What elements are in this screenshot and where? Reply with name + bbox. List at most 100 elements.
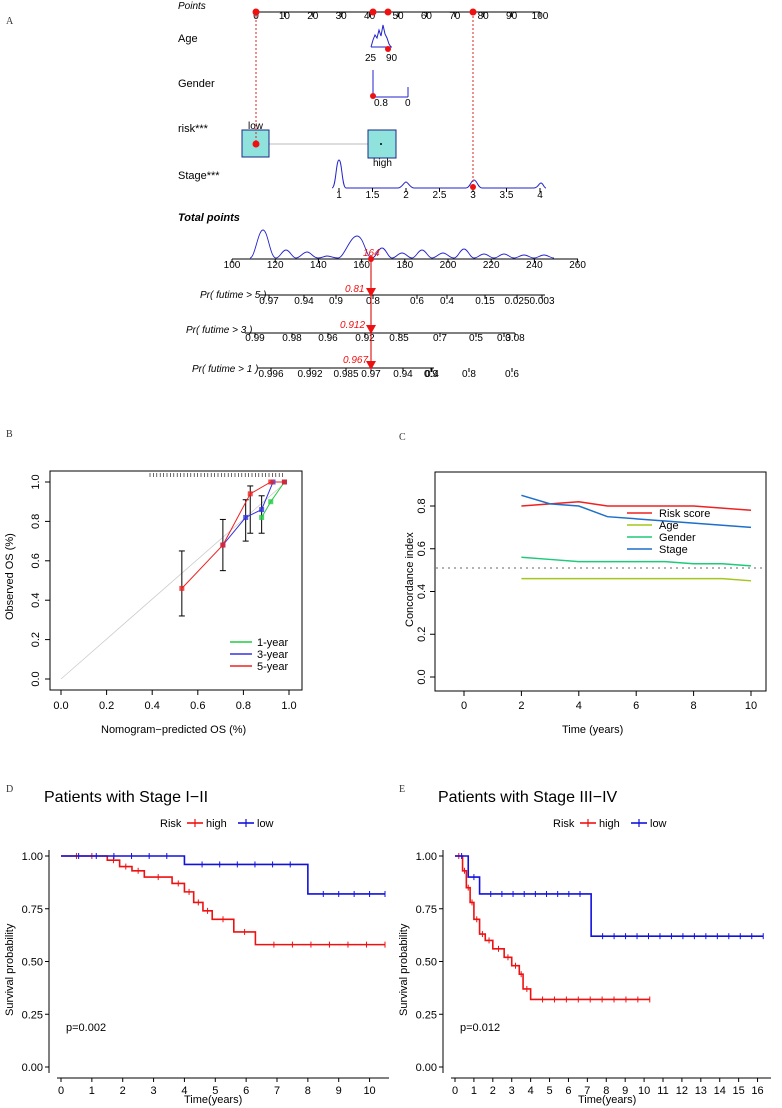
nomogram: Points Age Gender risk*** Stage*** Total… [178, 1, 586, 380]
km-x-tick-label: 5 [546, 1085, 552, 1097]
km-legend-label: high [206, 818, 227, 830]
km-legend-label: low [650, 818, 667, 830]
calibration-line-5-year [181, 481, 285, 589]
risk-marker [252, 140, 260, 148]
total-tick-label: 180 [396, 260, 413, 271]
calibration-point-3-year [259, 507, 265, 513]
pr5-tick-label: 0.15 [475, 296, 495, 307]
concordance-line-age [521, 577, 752, 582]
points-tick-label: 50 [392, 11, 404, 22]
km-x-tick-label: 16 [751, 1085, 763, 1097]
km-d-pvalue: p=0.002 [66, 1022, 106, 1034]
pr5-tick-label: 0.025 [504, 296, 529, 307]
nomogram-row-label-age: Age [178, 33, 198, 45]
calibration-point-5-year [281, 479, 287, 485]
km-d-y-label: Survival probability [4, 923, 16, 1016]
pr3-value: 0.912 [340, 320, 365, 331]
km-plot-stage-III-IV: Patients with Stage III−IV Risk Survival… [398, 789, 771, 1106]
stage-tick-label: 3.5 [500, 190, 514, 201]
concordance-line-stage [521, 494, 752, 529]
points-tick-label: 10 [279, 11, 291, 22]
nomogram-row-label-pr3: Pr( futime > 3 ) [186, 325, 252, 336]
km-x-tick-label: 10 [638, 1085, 650, 1097]
total-value: 164 [363, 248, 380, 259]
points-tick-label: 60 [421, 11, 433, 22]
stage-tick-label: 2.5 [433, 190, 447, 201]
pr1-tick-label: 0.8 [462, 369, 476, 380]
calibration-x-tick-label: 0.8 [236, 700, 251, 712]
km-x-tick-label: 2 [490, 1085, 496, 1097]
concordance-x-tick-label: 6 [633, 700, 639, 712]
points-tick-label: 40 [364, 11, 376, 22]
pr1-tick-label: 0.94 [393, 369, 413, 380]
pr1-marker [366, 361, 376, 370]
total-tick-label: 120 [267, 260, 284, 271]
pr1-tick-label: 0.992 [297, 369, 322, 380]
pr3-tick-label: 0.98 [282, 333, 302, 344]
km-e-pvalue: p=0.012 [460, 1022, 500, 1034]
risk-tick-low: low [248, 121, 264, 132]
km-e-x-label: Time(years) [578, 1094, 636, 1106]
km-x-tick-label: 0 [452, 1085, 458, 1097]
km-legend-label: low [257, 818, 274, 830]
km-e-title: Patients with Stage III−IV [438, 789, 618, 806]
calibration-point-5-year [220, 542, 226, 548]
km-legend-label: high [599, 818, 620, 830]
km-x-tick-label: 9 [622, 1085, 628, 1097]
stage-tick-label: 3 [470, 190, 476, 201]
concordance-y-tick-label: 0.4 [416, 584, 428, 599]
calibration-point-3-year [243, 514, 249, 520]
concordance-plot: 0 2 4 6 8 10 0.0 0.2 0.4 0.6 0.8 Risk scoreAgeGend… [404, 471, 767, 736]
km-x-tick-label: 4 [528, 1085, 534, 1097]
calibration-y-tick-label: 0.6 [30, 553, 42, 568]
pr1-tick-label: 0.985 [333, 369, 358, 380]
nomogram-row-label-risk: risk*** [178, 123, 209, 135]
km-y-tick-label: 0.25 [416, 1009, 437, 1021]
pr3-tick-label: 0.96 [318, 333, 338, 344]
panel-label-c: C [399, 432, 406, 443]
calibration-x-tick-label: 0.4 [145, 700, 160, 712]
pr5-tick-label: 0.003 [529, 296, 554, 307]
points-tick-label: 100 [532, 11, 549, 22]
km-y-tick-label: 0.00 [22, 1062, 43, 1074]
concordance-x-tick-label: 8 [691, 700, 697, 712]
km-y-tick-label: 0.75 [22, 904, 43, 916]
pr5-tick-label: 0.6 [410, 296, 424, 307]
stage-marker [470, 184, 476, 190]
stage-tick-label: 1.5 [366, 190, 380, 201]
calibration-x-tick-label: 0.2 [99, 700, 114, 712]
km-y-tick-label: 1.00 [416, 851, 437, 863]
concordance-y-tick-label: 0.6 [416, 541, 428, 556]
total-tick-label: 200 [440, 260, 457, 271]
calibration-x-tick-label: 1.0 [281, 700, 296, 712]
pr1-tick-label: 0.6 [505, 369, 519, 380]
km-y-tick-label: 0.25 [22, 1009, 43, 1021]
km-y-tick-label: 0.75 [416, 904, 437, 916]
nomogram-row-label-pr1: Pr( futime > 1 ) [192, 364, 258, 375]
points-tick-label: 70 [449, 11, 461, 22]
pr5-tick-label: 0.94 [294, 296, 314, 307]
points-tick-label: 30 [336, 11, 348, 22]
concordance-x-tick-label: 4 [576, 700, 582, 712]
km-x-tick-label: 5 [212, 1085, 218, 1097]
total-tick-label: 220 [483, 260, 500, 271]
pr3-tick-label: 0.85 [389, 333, 409, 344]
concordance-x-tick-label: 2 [518, 700, 524, 712]
km-x-tick-label: 3 [509, 1085, 515, 1097]
concordance-y-tick-label: 0.0 [416, 669, 428, 684]
km-d-x-label: Time(years) [184, 1094, 242, 1106]
pr5-tick-label: 0.4 [440, 296, 454, 307]
concordance-line-risk-score [521, 500, 752, 512]
panel-label-e: E [399, 784, 405, 795]
calibration-plot: 0.0 0.2 0.4 0.6 0.8 1.0 0.0 0.2 0.4 0.6 0.8 1.0 Nom… [4, 470, 303, 736]
km-x-tick-label: 2 [120, 1085, 126, 1097]
km-x-tick-label: 7 [274, 1085, 280, 1097]
total-tick-label: 260 [569, 260, 586, 271]
km-x-tick-label: 15 [733, 1085, 745, 1097]
calibration-legend-label: 1-year [257, 637, 289, 649]
km-x-tick-label: 6 [565, 1085, 571, 1097]
points-marker-stage [469, 8, 477, 16]
calibration-y-tick-label: 0.4 [30, 593, 42, 608]
pr3-tick-label: 0.99 [245, 333, 265, 344]
